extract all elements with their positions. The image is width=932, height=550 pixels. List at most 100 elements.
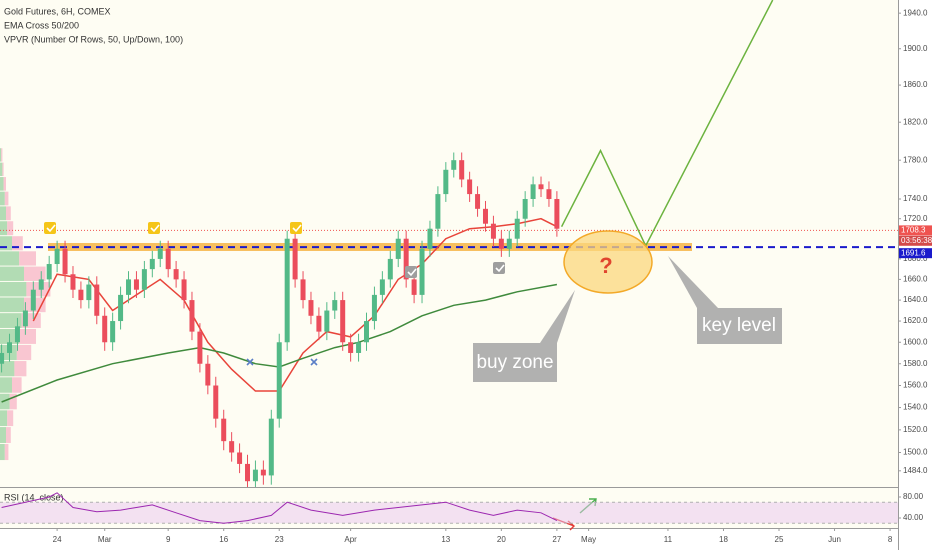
volume-up-bar: [0, 251, 20, 266]
signal-badge: [290, 222, 302, 234]
y-tick-label: 1520.0: [903, 425, 928, 434]
price-label: 1691.6: [901, 248, 926, 257]
candle-body: [14, 326, 20, 343]
candle-body: [133, 279, 139, 290]
volume-up-bar: [0, 281, 27, 297]
buy-zone-ellipse: [563, 230, 653, 294]
candle-body: [38, 279, 44, 290]
y-tick-label: 1900.0: [903, 44, 928, 53]
x-tick-label: 27: [552, 535, 561, 544]
candle-body: [324, 310, 330, 332]
volume-up-bar: [0, 236, 12, 251]
volume-down-bar: [19, 251, 36, 266]
volume-up-bar: [0, 206, 6, 221]
volume-up-bar: [0, 266, 24, 281]
support-zone: [48, 243, 692, 251]
candle-body: [403, 238, 409, 280]
volume-up-bar: [0, 177, 4, 191]
candle-body: [308, 300, 314, 316]
time-axis: [0, 528, 898, 550]
key-level-callout: [697, 308, 782, 344]
callout-pointer: [540, 290, 575, 343]
candle-body: [292, 238, 298, 280]
signal-badge: [148, 222, 160, 234]
candle-body: [419, 248, 425, 295]
volume-down-bar: [4, 191, 9, 206]
candle-body: [197, 331, 203, 364]
y-tick-label: 1540.0: [903, 403, 928, 412]
x-tick-label: 8: [888, 535, 893, 544]
candle-body: [30, 289, 36, 311]
candle-body: [467, 179, 473, 195]
candle-body: [181, 279, 187, 301]
x-tick-label: 13: [441, 535, 450, 544]
candle-body: [268, 418, 274, 476]
volume-down-bar: [7, 410, 14, 427]
rsi-tick-label: 40.00: [903, 513, 924, 522]
candle-body: [490, 223, 496, 239]
volume-down-bar: [14, 361, 27, 377]
y-tick-label: 1740.0: [903, 194, 928, 203]
candle-body: [252, 469, 258, 482]
volume-up-bar: [0, 410, 8, 427]
projection-line: [560, 0, 774, 248]
candle-body: [340, 300, 346, 343]
candle-body: [141, 269, 147, 290]
candle-body: [126, 279, 132, 295]
indicator-label: EMA Cross 50/200: [4, 20, 79, 30]
candle-body: [245, 463, 251, 482]
candle-body: [221, 418, 227, 442]
candle-body: [459, 160, 465, 180]
candle-body: [189, 300, 195, 332]
volume-down-bar: [2, 162, 4, 177]
candle-body: [316, 315, 322, 332]
candle-body: [522, 198, 528, 219]
candle-body: [395, 238, 401, 259]
candle-body: [0, 352, 5, 364]
candle-body: [387, 258, 393, 280]
candle-body: [94, 284, 100, 316]
volume-up-bar: [0, 443, 5, 461]
candle-body: [22, 310, 28, 327]
candle-body: [379, 279, 385, 295]
x-tick-label: 20: [497, 535, 506, 544]
signal-badges: [44, 222, 505, 278]
volume-down-bar: [9, 393, 17, 410]
rsi-line: [1, 492, 558, 524]
candle-body: [546, 189, 552, 199]
candle-body: [260, 469, 266, 476]
candle-body: [86, 284, 92, 301]
x-tick-label: 23: [275, 535, 284, 544]
candle-body: [157, 248, 163, 259]
candle-body: [451, 160, 457, 170]
candle-body: [482, 208, 488, 224]
candle-body: [237, 452, 243, 464]
volume-up-bar: [0, 427, 6, 443]
candle-body: [371, 294, 377, 322]
x-tick-label: May: [581, 535, 596, 544]
candle-body: [78, 289, 84, 301]
rsi-tick-label: 80.00: [903, 492, 924, 501]
candle-body: [475, 194, 481, 209]
ema-line: [1, 283, 558, 403]
candle-body: [435, 194, 441, 229]
price-label-box: [899, 248, 932, 259]
signal-badge: [405, 266, 417, 278]
indicator-label: VPVR (Number Of Rows, 50, Up/Down, 100): [4, 34, 183, 44]
volume-up-bar: [0, 361, 15, 377]
volume-down-bar: [6, 206, 11, 221]
candle-body: [229, 441, 235, 453]
y-tick-label: 1940.0: [903, 8, 928, 17]
y-tick-label: 1660.0: [903, 274, 928, 283]
candle-body: [506, 238, 512, 249]
volume-up-bar: [0, 148, 2, 162]
candle-body: [284, 238, 290, 343]
price-axis: [898, 0, 932, 550]
y-tick-label: 1500.0: [903, 448, 928, 457]
candle-body: [118, 294, 124, 322]
candle-body: [427, 228, 433, 249]
y-tick-label: 1820.0: [903, 117, 928, 126]
volume-up-bar: [0, 191, 5, 206]
